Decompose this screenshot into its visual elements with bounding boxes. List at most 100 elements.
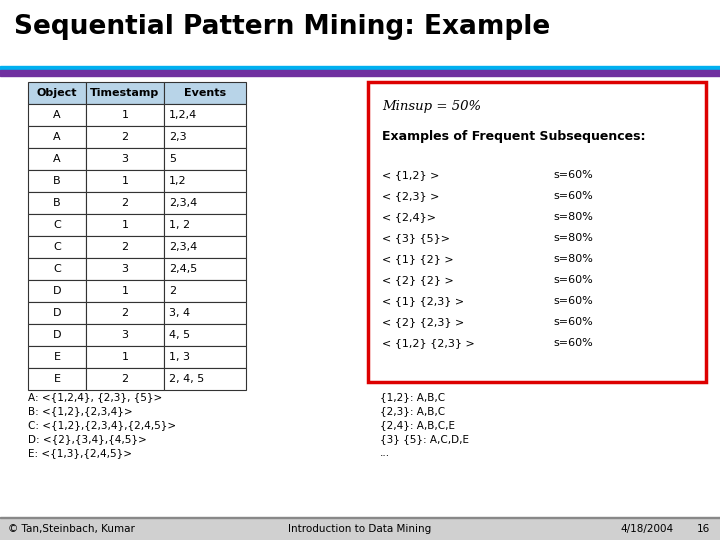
- Text: s=60%: s=60%: [553, 338, 593, 348]
- Bar: [0, 66, 720, 70]
- Text: 4, 5: 4, 5: [169, 330, 190, 340]
- Text: 2: 2: [122, 132, 129, 142]
- Text: s=60%: s=60%: [553, 317, 593, 327]
- Bar: [164, 324, 246, 346]
- Text: < {1} {2} >: < {1} {2} >: [382, 254, 454, 264]
- Text: C: C: [53, 242, 61, 252]
- Text: 2, 4, 5: 2, 4, 5: [169, 374, 204, 384]
- Text: 1, 3: 1, 3: [169, 352, 190, 362]
- Text: 1: 1: [122, 110, 128, 120]
- Text: 3: 3: [122, 330, 128, 340]
- Text: 1: 1: [122, 176, 128, 186]
- Text: 2: 2: [169, 286, 176, 296]
- Bar: [164, 148, 246, 170]
- Text: 2: 2: [122, 374, 129, 384]
- Bar: [86, 368, 164, 390]
- Text: B: B: [53, 176, 60, 186]
- Text: 1,2: 1,2: [169, 176, 186, 186]
- Bar: [28, 126, 86, 148]
- Bar: [28, 236, 86, 258]
- Bar: [86, 324, 164, 346]
- Text: ...: ...: [380, 448, 390, 458]
- Text: {3} {5}: A,C,D,E: {3} {5}: A,C,D,E: [380, 434, 469, 444]
- Text: C: <{1,2},{2,3,4},{2,4,5}>: C: <{1,2},{2,3,4},{2,4,5}>: [28, 420, 176, 430]
- Text: 1: 1: [122, 220, 128, 230]
- Bar: [86, 148, 164, 170]
- Text: D: D: [53, 330, 61, 340]
- Bar: [28, 192, 86, 214]
- Text: B: B: [53, 198, 60, 208]
- Text: 1: 1: [122, 286, 128, 296]
- Bar: [164, 170, 246, 192]
- Bar: [164, 126, 246, 148]
- Bar: [28, 324, 86, 346]
- Bar: [164, 346, 246, 368]
- Text: 3, 4: 3, 4: [169, 308, 190, 318]
- Bar: [86, 280, 164, 302]
- Text: Sequential Pattern Mining: Example: Sequential Pattern Mining: Example: [14, 14, 550, 40]
- Text: < {1,2} >: < {1,2} >: [382, 170, 439, 180]
- Bar: [28, 302, 86, 324]
- Text: C: C: [53, 264, 61, 274]
- Bar: [28, 82, 86, 104]
- Bar: [28, 214, 86, 236]
- Text: < {1,2} {2,3} >: < {1,2} {2,3} >: [382, 338, 474, 348]
- Text: 5: 5: [169, 154, 176, 164]
- Text: A: A: [53, 132, 60, 142]
- Text: 2: 2: [122, 308, 129, 318]
- Bar: [86, 126, 164, 148]
- Text: < {2} {2} >: < {2} {2} >: [382, 275, 454, 285]
- Text: A: A: [53, 154, 60, 164]
- Text: 2,3: 2,3: [169, 132, 186, 142]
- Bar: [0, 0, 720, 65]
- Text: Events: Events: [184, 88, 226, 98]
- Bar: [86, 214, 164, 236]
- Bar: [164, 302, 246, 324]
- Text: B: <{1,2},{2,3,4}>: B: <{1,2},{2,3,4}>: [28, 406, 132, 416]
- Bar: [164, 280, 246, 302]
- Text: 2: 2: [122, 198, 129, 208]
- Text: E: <{1,3},{2,4,5}>: E: <{1,3},{2,4,5}>: [28, 448, 132, 458]
- Text: C: C: [53, 220, 61, 230]
- Text: < {2} {2,3} >: < {2} {2,3} >: [382, 317, 464, 327]
- Text: E: E: [53, 374, 60, 384]
- Bar: [164, 82, 246, 104]
- Text: Timestamp: Timestamp: [91, 88, 160, 98]
- Text: {2,4}: A,B,C,E: {2,4}: A,B,C,E: [380, 420, 455, 430]
- Bar: [164, 368, 246, 390]
- Bar: [28, 170, 86, 192]
- Bar: [86, 82, 164, 104]
- Text: 4/18/2004: 4/18/2004: [620, 524, 673, 534]
- Text: < {2,3} >: < {2,3} >: [382, 191, 439, 201]
- Text: D: <{2},{3,4},{4,5}>: D: <{2},{3,4},{4,5}>: [28, 434, 147, 444]
- Bar: [86, 258, 164, 280]
- Text: D: D: [53, 308, 61, 318]
- Text: 2: 2: [122, 242, 129, 252]
- Bar: [0, 517, 720, 518]
- Text: 2,3,4: 2,3,4: [169, 242, 197, 252]
- Text: Object: Object: [37, 88, 77, 98]
- Text: s=80%: s=80%: [553, 233, 593, 243]
- Bar: [86, 170, 164, 192]
- Text: s=60%: s=60%: [553, 191, 593, 201]
- Text: {2,3}: A,B,C: {2,3}: A,B,C: [380, 406, 445, 416]
- Text: < {3} {5}>: < {3} {5}>: [382, 233, 450, 243]
- Bar: [164, 192, 246, 214]
- Text: A: <{1,2,4}, {2,3}, {5}>: A: <{1,2,4}, {2,3}, {5}>: [28, 392, 162, 402]
- Text: A: A: [53, 110, 60, 120]
- Bar: [368, 82, 706, 382]
- Bar: [0, 518, 720, 540]
- Text: 1,2,4: 1,2,4: [169, 110, 197, 120]
- Bar: [164, 258, 246, 280]
- Text: 2,3,4: 2,3,4: [169, 198, 197, 208]
- Bar: [28, 368, 86, 390]
- Text: Examples of Frequent Subsequences:: Examples of Frequent Subsequences:: [382, 130, 646, 143]
- Bar: [86, 192, 164, 214]
- Text: 3: 3: [122, 154, 128, 164]
- Bar: [28, 258, 86, 280]
- Text: D: D: [53, 286, 61, 296]
- Bar: [28, 104, 86, 126]
- Text: s=80%: s=80%: [553, 254, 593, 264]
- Text: 1, 2: 1, 2: [169, 220, 190, 230]
- Text: 16: 16: [697, 524, 710, 534]
